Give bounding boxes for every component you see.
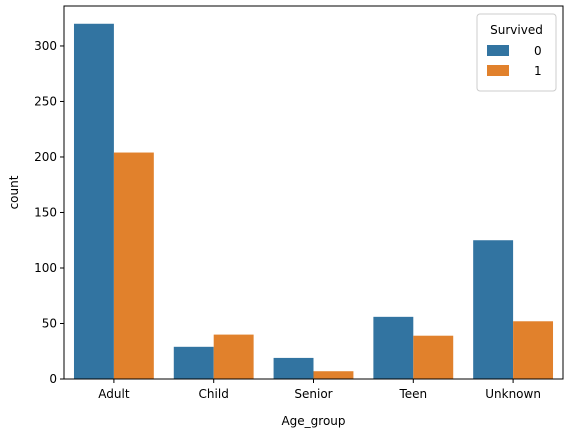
bar-adult-survived-0 — [73, 23, 114, 380]
x-tick-label: Unknown — [485, 387, 541, 401]
y-tick-label: 200 — [34, 150, 57, 164]
bar-child-survived-0 — [173, 346, 214, 379]
y-tick-label: 100 — [34, 261, 57, 275]
legend-swatch-1 — [487, 65, 509, 76]
x-tick-label: Child — [199, 387, 229, 401]
bar-unknown-survived-1 — [513, 321, 554, 379]
y-tick-label: 300 — [34, 39, 57, 53]
bar-unknown-survived-0 — [473, 240, 514, 379]
y-tick-label: 250 — [34, 94, 57, 108]
bar-teen-survived-1 — [413, 335, 454, 379]
y-tick-label: 150 — [34, 205, 57, 219]
y-tick-label: 0 — [49, 372, 57, 386]
legend: Survived 0 1 — [476, 13, 557, 92]
bar-senior-survived-1 — [313, 371, 354, 379]
x-tick-label: Teen — [398, 387, 427, 401]
x-tick-label: Adult — [98, 387, 130, 401]
legend-swatch-0 — [487, 45, 509, 56]
y-tick-label: 50 — [42, 316, 57, 330]
plot-frame — [63, 5, 564, 380]
x-tick-label: Senior — [294, 387, 332, 401]
bar-teen-survived-0 — [373, 316, 414, 379]
y-axis-label: count — [7, 175, 21, 209]
legend-label-1: 1 — [534, 64, 542, 78]
legend-title: Survived — [490, 23, 543, 37]
x-axis-ticks: Adult Child Senior Teen Unknown — [98, 379, 541, 401]
bars-group — [73, 23, 554, 380]
bar-adult-survived-1 — [113, 152, 154, 379]
bar-senior-survived-0 — [273, 357, 314, 379]
x-axis-label: Age_group — [281, 414, 345, 428]
y-axis-ticks: 0 50 100 150 200 250 300 — [34, 39, 64, 386]
bar-child-survived-1 — [213, 334, 254, 379]
legend-label-0: 0 — [534, 44, 542, 58]
